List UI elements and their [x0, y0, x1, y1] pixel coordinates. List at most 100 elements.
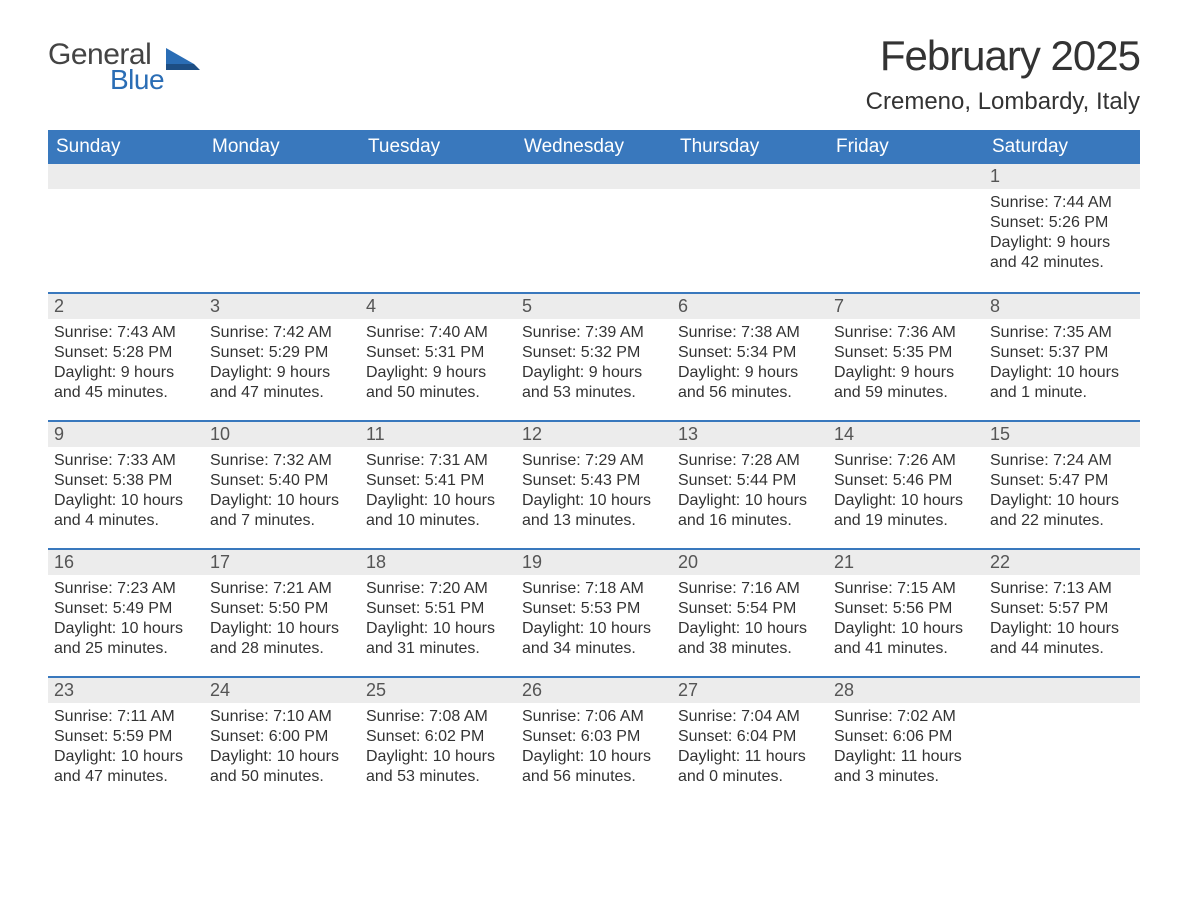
calendar-day-cell: 12Sunrise: 7:29 AMSunset: 5:43 PMDayligh…: [516, 420, 672, 548]
sunrise-label: Sunrise:: [834, 452, 893, 469]
sunrise-label: Sunrise:: [366, 452, 425, 469]
sunrise-value: 7:06 AM: [585, 708, 644, 725]
sunset-value: 5:34 PM: [737, 344, 797, 361]
day-header: Tuesday: [360, 130, 516, 164]
sunrise-value: 7:31 AM: [429, 452, 488, 469]
daylight-label: Daylight:: [54, 748, 116, 765]
sunrise-label: Sunrise:: [366, 324, 425, 341]
daylight-label: Daylight:: [522, 364, 584, 381]
day-number: 1: [984, 164, 1140, 189]
sunset-value: 5:51 PM: [425, 600, 485, 617]
daylight-label: Daylight:: [366, 492, 428, 509]
calendar-day-cell: 18Sunrise: 7:20 AMSunset: 5:51 PMDayligh…: [360, 548, 516, 676]
daylight-label: Daylight:: [522, 748, 584, 765]
day-number: 6: [672, 292, 828, 319]
calendar-day-cell: 2Sunrise: 7:43 AMSunset: 5:28 PMDaylight…: [48, 292, 204, 420]
day-details: Sunrise: 7:36 AMSunset: 5:35 PMDaylight:…: [828, 319, 984, 403]
sunrise-label: Sunrise:: [522, 708, 581, 725]
sunrise-value: 7:24 AM: [1053, 452, 1112, 469]
sunrise-value: 7:42 AM: [273, 324, 332, 341]
day-details: Sunrise: 7:15 AMSunset: 5:56 PMDaylight:…: [828, 575, 984, 659]
page-title: February 2025: [866, 32, 1140, 80]
calendar-day-cell: 24Sunrise: 7:10 AMSunset: 6:00 PMDayligh…: [204, 676, 360, 804]
calendar-day-cell: 1Sunrise: 7:44 AMSunset: 5:26 PMDaylight…: [984, 164, 1140, 292]
day-number: [516, 164, 672, 189]
sunrise-label: Sunrise:: [678, 452, 737, 469]
daylight-label: Daylight:: [54, 364, 116, 381]
day-details: Sunrise: 7:39 AMSunset: 5:32 PMDaylight:…: [516, 319, 672, 403]
day-details: Sunrise: 7:21 AMSunset: 5:50 PMDaylight:…: [204, 575, 360, 659]
sunrise-value: 7:16 AM: [741, 580, 800, 597]
day-details: Sunrise: 7:06 AMSunset: 6:03 PMDaylight:…: [516, 703, 672, 787]
day-details: Sunrise: 7:38 AMSunset: 5:34 PMDaylight:…: [672, 319, 828, 403]
day-details: Sunrise: 7:02 AMSunset: 6:06 PMDaylight:…: [828, 703, 984, 787]
sunrise-value: 7:40 AM: [429, 324, 488, 341]
sunrise-label: Sunrise:: [990, 580, 1049, 597]
calendar-day-cell: [984, 676, 1140, 804]
sunrise-value: 7:13 AM: [1053, 580, 1112, 597]
day-number: 28: [828, 676, 984, 703]
day-number: 21: [828, 548, 984, 575]
sunrise-value: 7:26 AM: [897, 452, 956, 469]
sunrise-label: Sunrise:: [210, 580, 269, 597]
sunrise-label: Sunrise:: [834, 324, 893, 341]
calendar-table: SundayMondayTuesdayWednesdayThursdayFrid…: [48, 130, 1140, 804]
daylight-label: Daylight:: [210, 620, 272, 637]
day-details: Sunrise: 7:32 AMSunset: 5:40 PMDaylight:…: [204, 447, 360, 531]
daylight-label: Daylight:: [366, 620, 428, 637]
daylight-label: Daylight:: [366, 364, 428, 381]
sunset-label: Sunset:: [990, 472, 1044, 489]
sunset-value: 6:06 PM: [893, 728, 953, 745]
calendar-day-cell: 28Sunrise: 7:02 AMSunset: 6:06 PMDayligh…: [828, 676, 984, 804]
sunset-label: Sunset:: [834, 728, 888, 745]
day-details: Sunrise: 7:44 AMSunset: 5:26 PMDaylight:…: [984, 189, 1140, 273]
sunrise-label: Sunrise:: [522, 580, 581, 597]
day-number: 10: [204, 420, 360, 447]
calendar-week: 23Sunrise: 7:11 AMSunset: 5:59 PMDayligh…: [48, 676, 1140, 804]
day-details: Sunrise: 7:26 AMSunset: 5:46 PMDaylight:…: [828, 447, 984, 531]
sunset-value: 6:03 PM: [581, 728, 641, 745]
calendar-day-cell: 20Sunrise: 7:16 AMSunset: 5:54 PMDayligh…: [672, 548, 828, 676]
daylight-label: Daylight:: [678, 620, 740, 637]
calendar-day-cell: 5Sunrise: 7:39 AMSunset: 5:32 PMDaylight…: [516, 292, 672, 420]
calendar-day-cell: [48, 164, 204, 292]
day-number: 18: [360, 548, 516, 575]
calendar-day-cell: [204, 164, 360, 292]
calendar-day-cell: 6Sunrise: 7:38 AMSunset: 5:34 PMDaylight…: [672, 292, 828, 420]
day-details: Sunrise: 7:13 AMSunset: 5:57 PMDaylight:…: [984, 575, 1140, 659]
daylight-label: Daylight:: [522, 492, 584, 509]
sunrise-value: 7:21 AM: [273, 580, 332, 597]
sunset-label: Sunset:: [522, 600, 576, 617]
sunset-value: 5:32 PM: [581, 344, 641, 361]
day-details: Sunrise: 7:24 AMSunset: 5:47 PMDaylight:…: [984, 447, 1140, 531]
daylight-label: Daylight:: [834, 492, 896, 509]
sunset-label: Sunset:: [834, 600, 888, 617]
sunrise-label: Sunrise:: [210, 324, 269, 341]
day-details: Sunrise: 7:43 AMSunset: 5:28 PMDaylight:…: [48, 319, 204, 403]
sunrise-label: Sunrise:: [366, 580, 425, 597]
day-number: 24: [204, 676, 360, 703]
day-number: [984, 676, 1140, 703]
calendar-day-cell: 23Sunrise: 7:11 AMSunset: 5:59 PMDayligh…: [48, 676, 204, 804]
sunrise-label: Sunrise:: [522, 324, 581, 341]
sunrise-value: 7:02 AM: [897, 708, 956, 725]
sunset-label: Sunset:: [54, 728, 108, 745]
day-number: 26: [516, 676, 672, 703]
daylight-label: Daylight:: [54, 492, 116, 509]
sunrise-value: 7:28 AM: [741, 452, 800, 469]
calendar-day-cell: 10Sunrise: 7:32 AMSunset: 5:40 PMDayligh…: [204, 420, 360, 548]
calendar-day-cell: 7Sunrise: 7:36 AMSunset: 5:35 PMDaylight…: [828, 292, 984, 420]
sunset-value: 5:31 PM: [425, 344, 485, 361]
day-number: 19: [516, 548, 672, 575]
day-details: Sunrise: 7:40 AMSunset: 5:31 PMDaylight:…: [360, 319, 516, 403]
day-header: Saturday: [984, 130, 1140, 164]
sunrise-value: 7:04 AM: [741, 708, 800, 725]
sunset-label: Sunset:: [210, 344, 264, 361]
day-details: Sunrise: 7:28 AMSunset: 5:44 PMDaylight:…: [672, 447, 828, 531]
sunrise-value: 7:43 AM: [117, 324, 176, 341]
calendar-day-cell: [360, 164, 516, 292]
day-details: Sunrise: 7:08 AMSunset: 6:02 PMDaylight:…: [360, 703, 516, 787]
day-header: Monday: [204, 130, 360, 164]
day-number: 5: [516, 292, 672, 319]
calendar-day-cell: 11Sunrise: 7:31 AMSunset: 5:41 PMDayligh…: [360, 420, 516, 548]
